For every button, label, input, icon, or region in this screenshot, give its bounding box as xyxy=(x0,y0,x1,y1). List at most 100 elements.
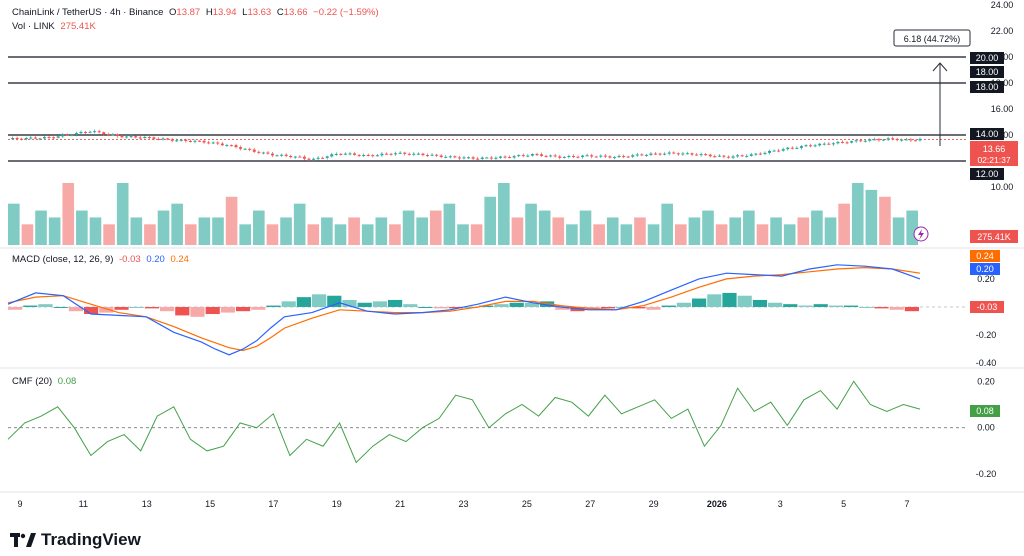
candle-body xyxy=(280,154,284,156)
candle-body xyxy=(457,157,461,159)
candle-body xyxy=(448,156,452,158)
time-tick: 23 xyxy=(458,499,468,509)
time-axis[interactable]: 9 11 13 15 17 19 21 23 25 27 29 2026 3 5 7 xyxy=(17,499,909,509)
macd-hist-bar xyxy=(555,306,570,310)
macd-hist-bar xyxy=(676,302,691,307)
macd-hist-bar xyxy=(114,306,129,310)
volume-bar xyxy=(144,224,156,245)
volume-bar xyxy=(525,203,537,245)
volume-bar xyxy=(334,224,347,245)
candle-body xyxy=(740,155,744,157)
volume-bar xyxy=(62,183,75,245)
volume-bar xyxy=(35,210,47,245)
candle-body xyxy=(804,145,808,147)
volume-bar xyxy=(688,217,701,245)
candle-body xyxy=(781,149,785,151)
volume-bar xyxy=(307,224,320,245)
candle-body xyxy=(412,153,416,155)
volume-bar xyxy=(566,224,578,245)
volume-bar xyxy=(429,210,442,245)
macd-hist-bar xyxy=(372,301,387,307)
symbol-legend[interactable]: ChainLink / TetherUS · 4h · Binance O13.… xyxy=(12,7,379,18)
candle-body xyxy=(571,155,575,157)
macd-badges: 0.24 0.20 -0.03 xyxy=(970,250,1004,313)
volume-bar xyxy=(538,210,551,245)
candle-body xyxy=(695,154,699,156)
candle-body xyxy=(353,153,357,155)
candle-body xyxy=(29,137,33,139)
macd-line-badge: 0.20 xyxy=(976,264,994,274)
measure-label: 6.18 (44.72%) xyxy=(904,34,961,44)
candle-body xyxy=(362,154,366,156)
time-tick: 21 xyxy=(395,499,405,509)
macd-hist-bar xyxy=(646,306,661,310)
candle-body xyxy=(576,156,580,158)
candle-body xyxy=(799,146,803,148)
volume-bar xyxy=(253,210,265,245)
cmf-legend[interactable]: CMF (20) 0.08 xyxy=(12,376,77,387)
macd-hist-bar xyxy=(281,301,296,307)
candle-body xyxy=(248,148,252,150)
candle-body xyxy=(827,143,831,145)
candle-body xyxy=(74,133,78,135)
macd-hist-bar xyxy=(205,306,220,314)
macd-hist-bar xyxy=(129,306,144,308)
cmf-tick: 0.00 xyxy=(977,423,995,433)
volume-bar xyxy=(606,217,619,245)
candle-body xyxy=(407,153,411,155)
macd-signal-badge: 0.24 xyxy=(976,251,994,261)
candle-body xyxy=(818,143,822,146)
volume-bar xyxy=(783,224,796,245)
candle-body xyxy=(508,157,512,159)
macd-hist-bar xyxy=(84,306,99,314)
candle-body xyxy=(608,156,612,158)
volume-bar xyxy=(470,224,483,245)
symbol-title: ChainLink / TetherUS · 4h · Binance xyxy=(12,7,164,18)
lightning-icon[interactable] xyxy=(913,226,929,242)
candle-body xyxy=(713,156,717,158)
candle-body xyxy=(216,142,220,144)
candle-body xyxy=(854,140,858,142)
time-tick: 7 xyxy=(904,499,909,509)
candle-body xyxy=(485,157,489,159)
candle-body xyxy=(489,157,493,159)
macd-hist-bar xyxy=(859,306,874,308)
candle-body xyxy=(763,152,767,154)
volume-bar xyxy=(851,183,864,245)
candle-body xyxy=(184,139,188,142)
candle-body xyxy=(120,136,124,138)
low-value: 13.63 xyxy=(247,7,272,18)
svg-text:275.41K: 275.41K xyxy=(977,232,1011,242)
volume-bar xyxy=(89,217,102,245)
candle-body xyxy=(685,153,689,155)
volume-bar xyxy=(21,224,34,245)
macd-hist-value: -0.03 xyxy=(119,254,141,265)
candle-body xyxy=(498,156,502,158)
tradingview-logo[interactable]: TradingView xyxy=(10,530,141,550)
volume-bar xyxy=(361,224,374,245)
macd-hist-bar xyxy=(707,294,722,307)
candle-body xyxy=(626,156,630,158)
candle-body xyxy=(790,147,794,149)
time-tick: 27 xyxy=(585,499,595,509)
candle-body xyxy=(553,155,557,157)
volume-bar xyxy=(634,217,646,245)
candle-body xyxy=(202,140,206,143)
level-badges: 20.00 18.00 18.00 14.00 12.00 xyxy=(970,52,1004,180)
macd-panel xyxy=(7,264,966,356)
macd-legend[interactable]: MACD (close, 12, 26, 9) -0.03 0.20 0.24 xyxy=(12,254,189,265)
macd-hist-bar xyxy=(403,304,418,307)
candle-body xyxy=(891,138,895,140)
volume-bar xyxy=(484,196,497,245)
volume-bar xyxy=(511,217,524,245)
measure-annotation[interactable]: 6.18 (44.72%) xyxy=(893,29,971,146)
candle-body xyxy=(33,137,37,139)
candle-body xyxy=(93,131,97,133)
candle-body xyxy=(38,138,42,140)
volume-legend[interactable]: Vol · LINK 275.41K xyxy=(12,21,96,32)
time-tick: 5 xyxy=(841,499,846,509)
candle-body xyxy=(749,154,753,156)
candle-body xyxy=(758,153,762,155)
macd-hist-bar xyxy=(38,304,53,307)
